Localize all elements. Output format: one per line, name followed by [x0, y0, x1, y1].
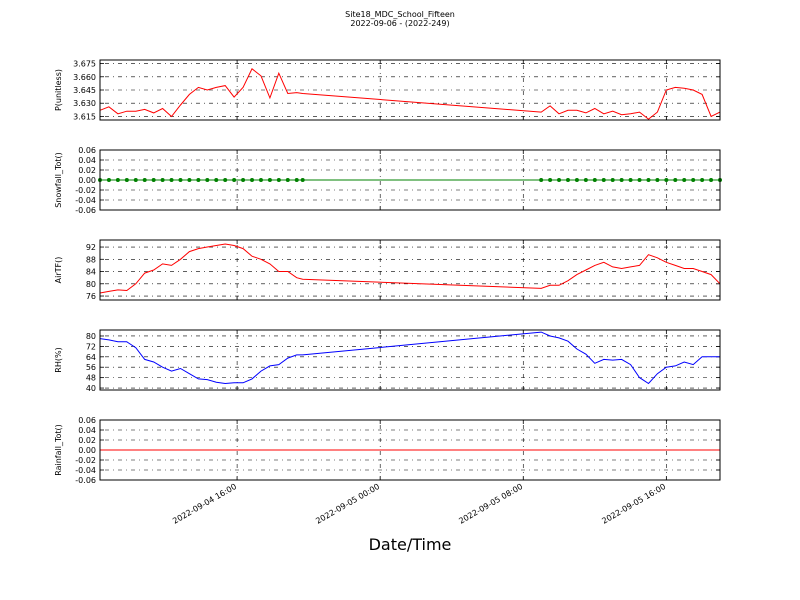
- marker: [574, 178, 579, 182]
- series-line: [99, 68, 721, 120]
- marker: [637, 178, 642, 182]
- marker: [673, 178, 678, 182]
- y-tick-label: -0.02: [75, 186, 96, 195]
- y-tick-label: 3.675: [73, 60, 96, 69]
- marker: [133, 178, 138, 182]
- marker: [691, 178, 696, 182]
- marker: [610, 178, 615, 182]
- y-tick-label: 0.04: [78, 426, 96, 435]
- x-tick-label: 2022-09-04 16:00: [171, 482, 238, 526]
- y-tick-label: 48: [86, 374, 96, 383]
- marker: [178, 178, 183, 182]
- y-tick-label: 0.00: [78, 176, 96, 185]
- marker: [151, 178, 156, 182]
- y-tick-label: 0.06: [78, 416, 96, 425]
- marker: [700, 178, 705, 182]
- marker: [142, 178, 147, 182]
- marker: [223, 178, 228, 182]
- y-tick-label: 80: [86, 332, 96, 341]
- y-tick-label: 80: [86, 280, 96, 289]
- y-tick-label: 3.660: [73, 73, 96, 82]
- y-tick-label: -0.06: [75, 476, 96, 485]
- marker: [250, 178, 255, 182]
- y-tick-label: 88: [86, 255, 96, 264]
- y-tick-label: 0.04: [78, 156, 96, 165]
- y-tick-label: 0.06: [78, 146, 96, 155]
- y-tick-label: 56: [86, 363, 96, 372]
- marker: [285, 178, 290, 182]
- x-tick-label: 2022-09-05 00:00: [314, 482, 381, 526]
- marker: [124, 178, 129, 182]
- y-tick-label: 3.645: [73, 86, 96, 95]
- panel-frame: [99, 239, 721, 301]
- marker: [205, 178, 210, 182]
- marker: [548, 178, 553, 182]
- y-tick-label: -0.04: [75, 196, 96, 205]
- marker: [565, 178, 570, 182]
- marker: [160, 178, 165, 182]
- panel-frame: [99, 329, 721, 391]
- y-tick-label: -0.06: [75, 206, 96, 215]
- y-tick-label: 3.630: [73, 99, 96, 108]
- chart-title: Site18_MDC_School_Fifteen: [345, 10, 455, 19]
- y-tick-label: 64: [86, 353, 96, 362]
- marker: [601, 178, 606, 182]
- y-axis-label: Snowfall_Tot(): [54, 152, 63, 208]
- marker: [187, 178, 192, 182]
- y-tick-label: 72: [86, 342, 96, 351]
- y-tick-label: 0.02: [78, 436, 96, 445]
- series-line: [99, 331, 720, 385]
- marker: [583, 178, 588, 182]
- marker: [106, 178, 111, 182]
- marker: [655, 178, 660, 182]
- y-tick-label: 76: [86, 292, 96, 301]
- marker: [267, 178, 272, 182]
- marker: [169, 178, 174, 182]
- marker: [294, 178, 299, 182]
- y-tick-label: 0.02: [78, 166, 96, 175]
- y-tick-label: -0.02: [75, 456, 96, 465]
- marker: [646, 178, 651, 182]
- y-tick-label: 40: [86, 384, 96, 393]
- x-tick-label: 2022-09-05 16:00: [600, 482, 667, 526]
- marker: [196, 178, 201, 182]
- x-axis-label: Date/Time: [369, 535, 452, 554]
- chart-subtitle: 2022-09-06 - (2022-249): [350, 19, 449, 28]
- marker: [232, 178, 237, 182]
- marker: [709, 178, 714, 182]
- y-tick-label: 92: [86, 243, 96, 252]
- marker: [214, 178, 219, 182]
- marker: [682, 178, 687, 182]
- y-tick-label: 0.00: [78, 446, 96, 455]
- marker: [664, 178, 669, 182]
- marker: [276, 178, 281, 182]
- panel-frame: [99, 59, 721, 121]
- marker: [592, 178, 597, 182]
- y-axis-label: P(unitless): [54, 69, 63, 111]
- y-axis-label: RH(%): [54, 347, 63, 372]
- panel-frame: [99, 149, 721, 211]
- marker: [258, 178, 263, 182]
- x-tick-label: 2022-09-05 08:00: [457, 482, 524, 526]
- marker: [557, 178, 562, 182]
- marker: [539, 178, 544, 182]
- y-tick-label: -0.04: [75, 466, 96, 475]
- y-axis-label: Rainfall_Tot(): [54, 424, 63, 476]
- series-line: [99, 243, 721, 294]
- y-tick-label: 84: [86, 268, 96, 277]
- y-axis-label: AirTF(): [54, 257, 63, 284]
- marker: [628, 178, 633, 182]
- y-tick-label: 3.615: [73, 112, 96, 121]
- marker: [115, 178, 120, 182]
- marker: [619, 178, 624, 182]
- panel-frame: [99, 419, 721, 481]
- marker: [300, 178, 305, 182]
- marker: [241, 178, 246, 182]
